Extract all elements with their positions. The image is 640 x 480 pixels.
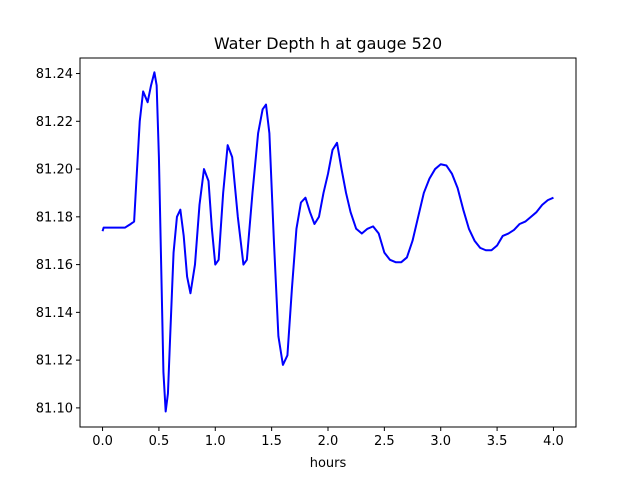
x-tick-label: 2.5 — [374, 434, 395, 449]
y-tick-label: 81.12 — [36, 354, 73, 369]
x-tick-label: 1.0 — [205, 434, 226, 449]
series-line — [101, 71, 554, 413]
y-tick-label: 81.24 — [36, 67, 73, 82]
x-tick-label: 1.5 — [261, 434, 282, 449]
x-tick-label: 0.5 — [149, 434, 170, 449]
y-tick-label: 81.18 — [36, 210, 73, 225]
y-tick-label: 81.22 — [36, 115, 73, 130]
y-tick-label: 81.10 — [36, 401, 73, 416]
chart-title: Water Depth h at gauge 520 — [214, 34, 442, 53]
y-tick-label: 81.16 — [36, 258, 73, 273]
x-tick-label: 3.5 — [487, 434, 508, 449]
x-tick-label: 0.0 — [92, 434, 113, 449]
y-axis: 81.10 81.12 81.14 81.16 81.18 81.20 81.22 81.24 — [36, 67, 80, 416]
y-tick-label: 81.20 — [36, 163, 73, 178]
y-tick-label: 81.14 — [36, 306, 73, 321]
x-axis: 0.0 0.5 1.0 1.5 2.0 2.5 3.0 3.5 4.0 — [92, 427, 564, 449]
x-tick-label: 4.0 — [543, 434, 564, 449]
plot-area — [101, 71, 554, 413]
x-axis-label: hours — [310, 456, 347, 471]
x-tick-label: 2.0 — [318, 434, 339, 449]
x-tick-label: 3.0 — [430, 434, 451, 449]
